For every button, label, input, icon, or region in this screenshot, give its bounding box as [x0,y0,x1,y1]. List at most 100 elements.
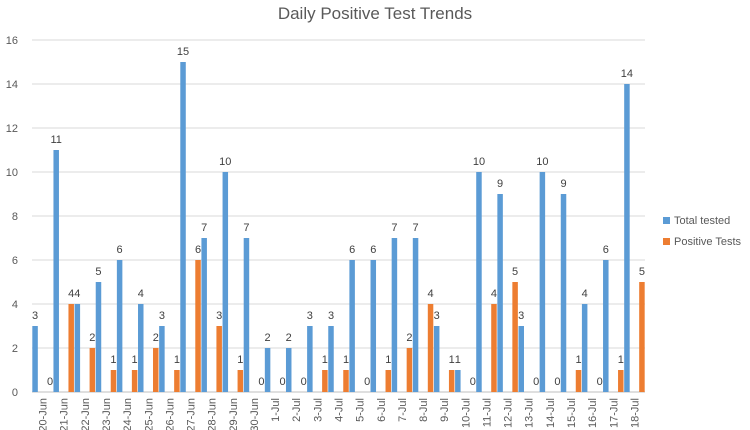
data-label: 0 [47,376,53,388]
bar-total-tested [433,326,440,392]
data-label: 4 [491,288,497,300]
data-label: 3 [32,310,38,322]
y-tick-label: 10 [6,167,18,179]
bar-total-tested [497,194,503,392]
data-label: 3 [518,310,524,322]
data-label: 1 [110,354,116,366]
bar-total-tested [74,304,81,392]
data-label: 10 [536,156,548,168]
bar-positive-tests [448,370,455,392]
bar-total-tested [222,172,229,392]
x-tick-label: 4-Jul [334,398,346,422]
data-label: 2 [286,332,292,344]
data-label: 9 [497,178,503,190]
data-label: 2 [153,332,159,344]
bar-total-tested [264,348,271,392]
x-tick-label: 23-Jun [101,398,113,430]
bar-positive-tests [491,304,497,392]
bar-positive-tests [322,370,328,392]
bar-total-tested [370,260,377,392]
data-label: 0 [533,376,539,388]
bar-total-tested [53,150,59,392]
bar-positive-tests [512,282,518,392]
data-label: 0 [554,376,560,388]
bar-positive-tests [237,370,244,392]
bar-positive-tests [427,304,434,392]
bar-positive-tests [195,260,201,392]
data-label: 4 [427,288,433,300]
data-label: 1 [575,354,581,366]
data-label: 1 [618,354,624,366]
y-tick-label: 4 [12,299,18,311]
gridlines [32,39,645,393]
bar-total-tested [391,238,398,392]
data-label: 0 [258,376,264,388]
bar-total-tested [455,370,461,392]
data-label: 1 [449,354,455,366]
x-tick-label: 8-Jul [418,398,430,422]
x-axis-ticks: 20-Jun 21-Jun 22-Jun 23-Jun 24-Jun 25-Jun 26-J… [38,398,642,430]
data-label: 4 [68,288,74,300]
data-label: 5 [95,266,101,278]
data-label: 1 [132,354,138,366]
data-label: 3 [328,310,334,322]
y-tick-label: 16 [6,35,18,47]
x-tick-label: 20-Jun [38,398,50,430]
bar-total-tested [138,304,144,392]
data-label: 1 [343,354,349,366]
data-label: 4 [582,288,588,300]
data-label: 7 [412,222,418,234]
y-axis-ticks: 0 2 4 6 8 10 12 14 16 [6,35,18,399]
data-label: 1 [237,354,243,366]
y-tick-label: 0 [12,387,18,399]
legend-swatch [663,217,670,224]
chart-title: Daily Positive Test Trends [277,4,473,23]
bar-total-tested [539,172,546,392]
data-label: 1 [174,354,180,366]
bar-total-tested [201,238,207,392]
bar-total-tested [412,238,419,392]
bar-total-tested [581,304,588,392]
bar-total-tested [307,326,313,392]
x-tick-label: 5-Jul [355,398,367,422]
bar-positive-tests [639,282,645,392]
x-tick-label: 13-Jul [524,398,536,428]
data-label: 4 [138,288,144,300]
x-tick-label: 10-Jul [460,398,472,428]
data-label: 5 [512,266,518,278]
data-label: 7 [201,222,207,234]
legend: Total tested Positive Tests [663,215,742,248]
data-label: 3 [307,310,313,322]
data-label: 6 [195,244,201,256]
x-tick-label: 22-Jun [80,398,92,430]
bar-total-tested [518,326,524,392]
x-tick-label: 3-Jul [312,398,324,422]
x-tick-label: 11-Jul [481,398,493,427]
data-label: 6 [349,244,355,256]
data-label: 1 [322,354,328,366]
x-tick-label: 16-Jul [587,398,599,428]
data-label: 11 [50,134,61,146]
bar-positive-tests [343,370,349,392]
data-label: 10 [473,156,485,168]
x-tick-label: 9-Jul [439,398,451,422]
bar-total-tested [243,238,250,392]
data-label: 2 [406,332,412,344]
bar-total-tested [624,84,630,392]
data-label: 0 [364,376,370,388]
data-label: 0 [280,376,286,388]
bar-positive-tests [385,370,392,392]
y-tick-label: 2 [12,343,18,355]
data-label: 4 [74,288,80,300]
x-tick-label: 30-Jun [249,398,261,430]
data-label: 2 [265,332,271,344]
bar-total-tested [476,172,482,392]
bar-positive-tests [575,370,582,392]
bar-total-tested [116,260,123,392]
data-label: 15 [177,46,189,58]
x-tick-label: 7-Jul [397,398,409,422]
bar-positive-tests [216,326,222,392]
bar-total-tested [285,348,292,392]
legend-swatch [663,238,670,245]
